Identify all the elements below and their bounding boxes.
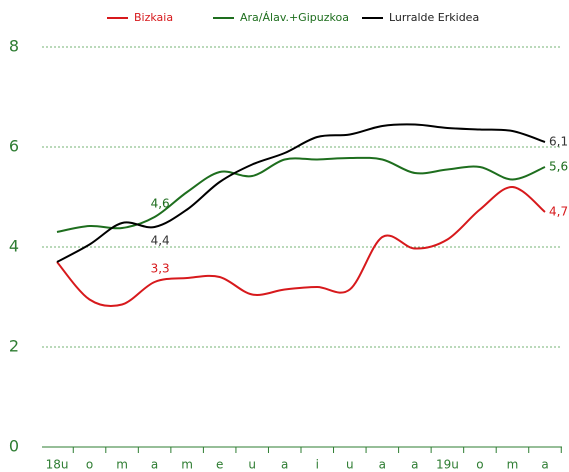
x-tick-label: u — [248, 458, 256, 472]
legend-label: Bizkaia — [134, 11, 173, 24]
y-tick-label: 4 — [9, 237, 19, 256]
x-tick-label: m — [507, 458, 519, 472]
y-tick-label: 0 — [9, 437, 19, 456]
series-line — [56, 156, 546, 233]
x-tick-label: m — [181, 458, 193, 472]
x-tick-label: 18u — [46, 458, 69, 472]
x-tick-label: a — [541, 458, 548, 472]
x-tick-label: a — [151, 458, 158, 472]
x-tick-label: m — [116, 458, 128, 472]
y-tick-label: 6 — [9, 137, 19, 156]
x-tick-label: a — [281, 458, 288, 472]
x-tick-label: a — [411, 458, 418, 472]
x-tick-label: 19u — [436, 458, 459, 472]
x-tick-label: a — [379, 458, 386, 472]
x-tick-label: u — [346, 458, 354, 472]
y-tick-label: 2 — [9, 337, 19, 356]
x-tick-label: i — [316, 458, 319, 472]
data-label: 5,6 — [549, 160, 568, 174]
x-tick-label: o — [86, 458, 93, 472]
x-tick-label: o — [476, 458, 483, 472]
series-line — [56, 123, 546, 263]
y-tick-label: 8 — [9, 37, 19, 56]
data-label: 4,7 — [549, 205, 568, 219]
x-tick-label: e — [216, 458, 223, 472]
series-line — [56, 185, 546, 308]
data-label: 6,1 — [549, 135, 568, 149]
legend-label: Lurralde Erkidea — [389, 11, 479, 24]
data-label: 3,3 — [151, 262, 170, 276]
data-label: 4,6 — [151, 197, 170, 211]
legend-label: Ara/Álav.+Gipuzkoa — [240, 11, 349, 24]
data-label: 4,4 — [151, 234, 170, 248]
